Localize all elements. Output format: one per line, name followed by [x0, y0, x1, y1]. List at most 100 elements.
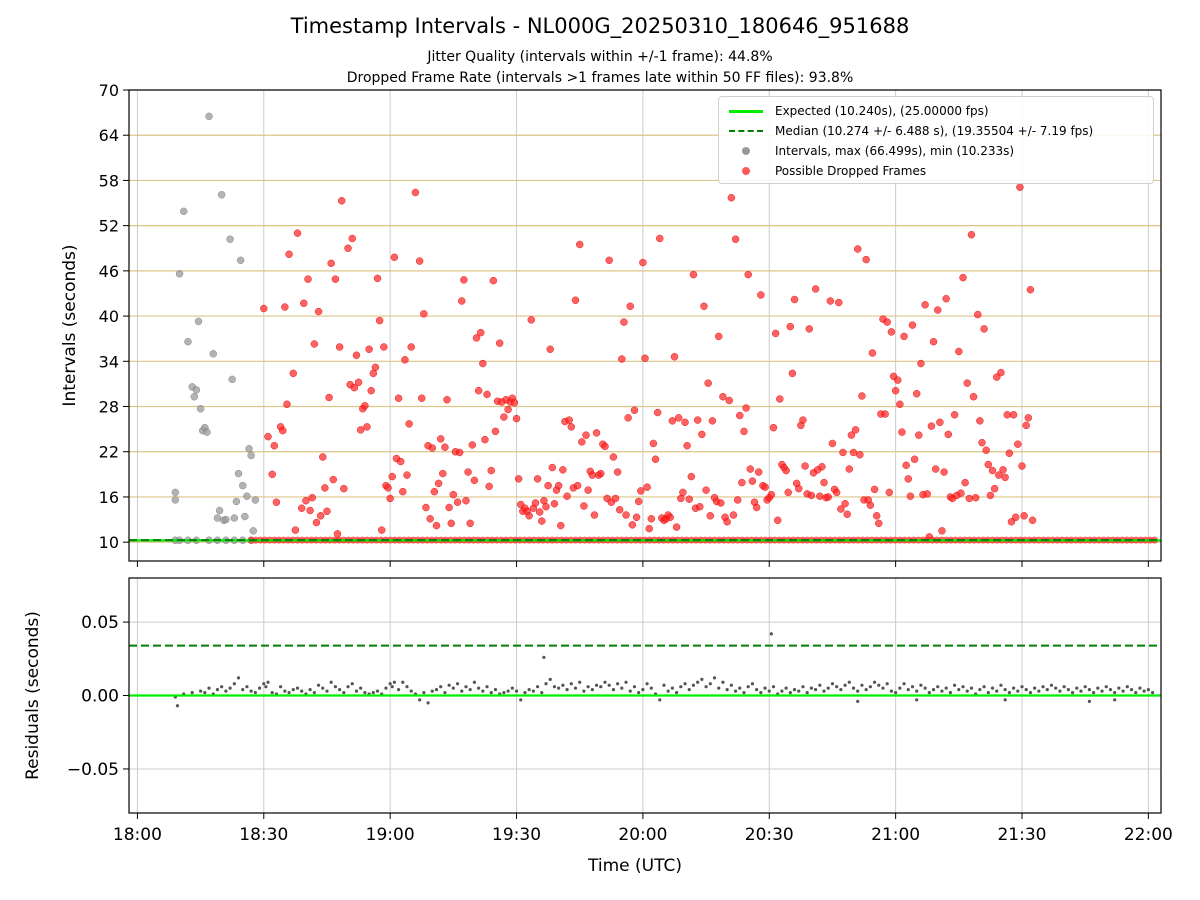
residual-point: [388, 682, 392, 686]
dropped-frame-point: [388, 472, 396, 481]
interval-point: [226, 235, 234, 243]
dropped-frame-point: [455, 448, 464, 457]
dropped-frame-point: [479, 359, 487, 368]
dropped-frame-point: [1014, 440, 1022, 448]
dropped-frame-point: [881, 410, 889, 418]
residual-point: [325, 689, 329, 693]
dropped-frame-point: [316, 512, 325, 520]
residual-point: [603, 680, 607, 684]
dropped-frame-point: [279, 426, 287, 435]
interval-point: [205, 112, 213, 121]
residual-point: [931, 688, 936, 692]
residual-point: [590, 688, 594, 692]
dropped-frame-point: [883, 318, 891, 326]
dropped-frame-point: [268, 470, 276, 479]
legend-median-line: [729, 130, 763, 132]
interval-point: [171, 488, 180, 497]
residual-point: [725, 688, 729, 692]
interval-point: [184, 338, 192, 346]
dropped-frame-point: [963, 379, 971, 387]
dropped-frame-point: [746, 465, 755, 473]
dropped-frame-point: [611, 494, 620, 503]
dropped-frame-point: [626, 302, 634, 310]
dropped-frame-point: [481, 435, 489, 444]
residual-point: [418, 698, 422, 702]
dropped-frame-point: [719, 393, 727, 401]
top-ytick-label: 34: [99, 352, 119, 371]
residual-point: [1016, 689, 1020, 693]
residual-point: [287, 690, 291, 695]
residual-point: [1066, 688, 1070, 692]
residual-point: [401, 680, 405, 684]
dropped-frame-point: [752, 503, 761, 512]
residual-point: [266, 680, 270, 684]
residual-point: [236, 676, 241, 680]
residual-point: [594, 683, 599, 687]
residual-point: [586, 685, 590, 689]
bottom-xtick-label: 20:30: [745, 825, 794, 845]
residual-point: [1146, 688, 1150, 692]
dropped-frame-point: [969, 393, 978, 401]
residual-point: [733, 689, 738, 693]
residual-point: [898, 686, 902, 690]
residual-point: [1033, 686, 1037, 690]
bottom-xtick-label: 20:00: [618, 825, 667, 845]
residual-point: [641, 688, 645, 692]
bottom-xtick-label: 19:00: [366, 825, 415, 845]
dropped-frame-point: [367, 386, 375, 395]
dropped-frame-point: [767, 490, 776, 499]
dropped-frame-point: [727, 194, 736, 202]
dropped-frame-point: [538, 517, 546, 525]
residual-point: [350, 682, 354, 686]
residual-point: [1138, 686, 1142, 690]
dropped-frame-point: [338, 197, 346, 205]
residual-point: [978, 688, 982, 692]
dropped-frame-point: [923, 490, 931, 498]
residual-point: [527, 688, 531, 692]
top-ytick-label: 10: [99, 533, 119, 552]
dropped-frame-point: [811, 285, 820, 293]
dropped-frame-point: [862, 255, 870, 264]
residual-point: [363, 690, 367, 695]
dropped-frame-point: [902, 461, 910, 469]
dropped-frame-point: [260, 304, 268, 313]
residual-point: [510, 686, 514, 690]
residual-point: [405, 685, 409, 689]
dropped-frame-point: [329, 475, 337, 484]
dropped-frame-point: [597, 469, 605, 478]
residual-point: [746, 685, 750, 689]
residual-point: [763, 686, 767, 690]
residual-point: [662, 683, 666, 687]
residual-point: [215, 688, 220, 692]
dropped-frame-point: [708, 417, 717, 425]
residual-point: [769, 632, 773, 636]
dropped-frame-point: [1016, 183, 1024, 191]
jitter-quality-subtitle: Jitter Quality (intervals within +/-1 fr…: [427, 49, 773, 65]
dropped-frame-point: [651, 455, 660, 463]
residual-point: [190, 690, 194, 695]
dropped-frame-point: [870, 485, 879, 494]
residual-point: [472, 680, 477, 684]
dropped-frame-point: [533, 475, 542, 483]
residual-point: [906, 688, 910, 692]
dropped-frame-point: [321, 484, 329, 492]
dropped-frame-point: [354, 378, 363, 387]
residual-point: [797, 689, 801, 693]
dropped-frame-point: [348, 234, 356, 243]
dropped-frame-point: [504, 405, 512, 414]
interval-point: [239, 481, 247, 490]
residual-point: [569, 682, 573, 686]
interval-point: [213, 514, 222, 522]
residual-point: [531, 689, 535, 693]
residual-point: [721, 680, 725, 684]
residual-point: [443, 690, 447, 695]
dropped-frame-point: [312, 518, 321, 527]
dropped-frame-point: [776, 395, 784, 403]
dropped-frame-point: [468, 441, 476, 449]
residual-point: [877, 683, 881, 687]
residual-point: [986, 690, 990, 695]
dropped-frame-point: [361, 402, 369, 410]
dropped-frame-point: [639, 258, 647, 267]
residual-point: [468, 688, 472, 692]
residual-point: [565, 688, 569, 692]
